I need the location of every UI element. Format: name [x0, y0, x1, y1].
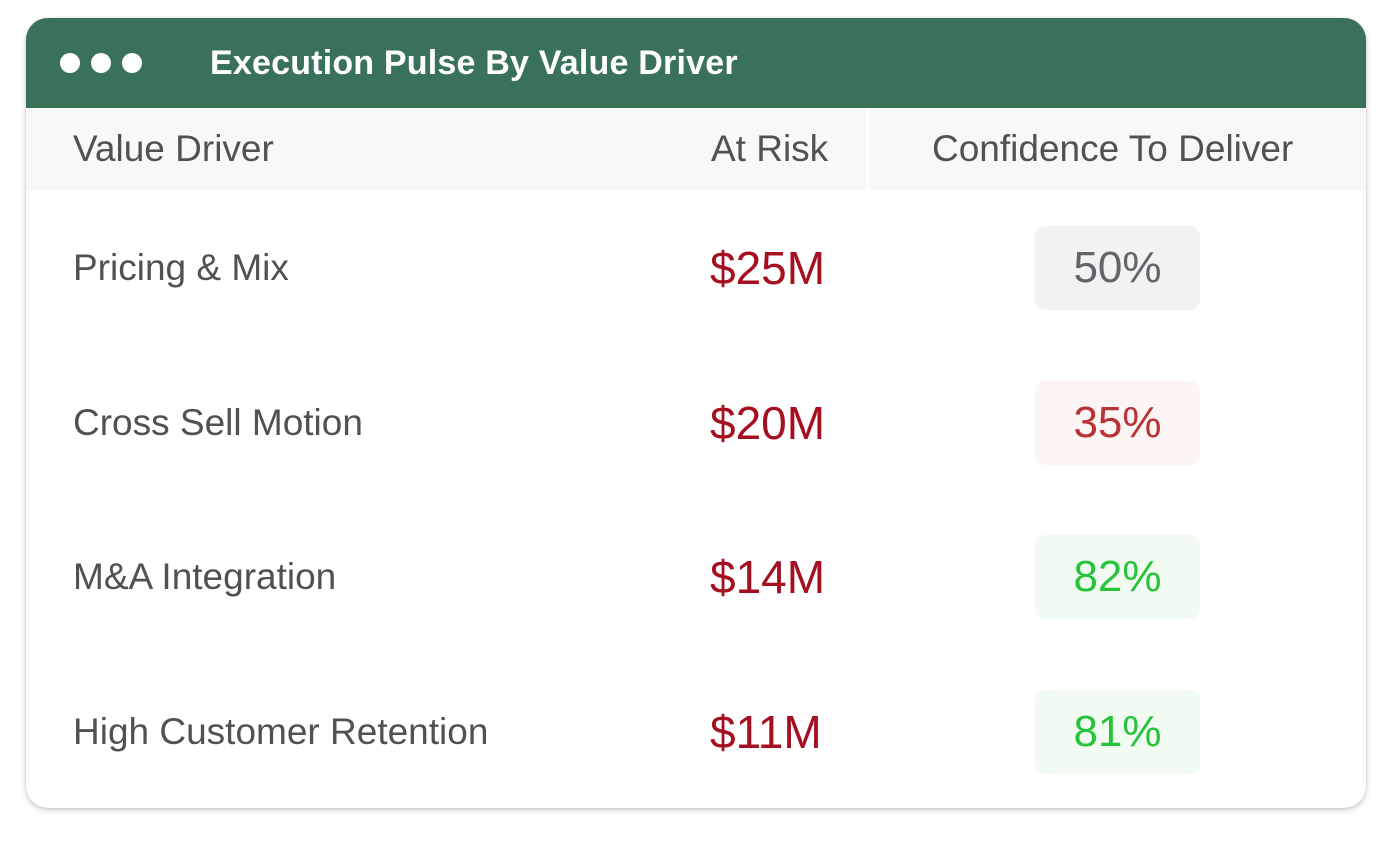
column-header-value-driver: Value Driver: [73, 128, 274, 169]
at-risk-value: $11M: [710, 705, 822, 758]
at-risk-value: $25M: [710, 241, 826, 294]
table-row: Pricing & Mix $25M 50%: [26, 190, 1366, 345]
table-row: Cross Sell Motion $20M 35%: [26, 345, 1366, 500]
column-header-confidence: Confidence To Deliver: [932, 128, 1294, 169]
header-cell-right: [869, 108, 1366, 190]
at-risk-value: $14M: [710, 550, 826, 603]
header-cell-left: [26, 108, 866, 190]
table-row: High Customer Retention $11M 81%: [26, 654, 1366, 808]
column-header-at-risk: At Risk: [711, 128, 829, 169]
window-controls: [60, 53, 142, 73]
at-risk-value: $20M: [710, 396, 826, 449]
value-driver-name: Cross Sell Motion: [73, 401, 363, 443]
confidence-badge: 81%: [1035, 690, 1200, 774]
window-dot-icon[interactable]: [91, 53, 111, 73]
confidence-badge: 82%: [1035, 535, 1200, 619]
confidence-badge: 35%: [1035, 381, 1200, 465]
window-title: Execution Pulse By Value Driver: [210, 44, 738, 82]
confidence-badge: 50%: [1035, 226, 1200, 310]
value-driver-name: M&A Integration: [73, 555, 337, 597]
value-driver-name: Pricing & Mix: [73, 246, 289, 288]
value-driver-name: High Customer Retention: [73, 710, 489, 752]
window-dot-icon[interactable]: [122, 53, 142, 73]
table-row: M&A Integration $14M 82%: [26, 499, 1366, 654]
table-header: Value Driver At Risk Confidence To Deliv…: [26, 108, 1366, 190]
execution-pulse-window: Execution Pulse By Value Driver Value Dr…: [26, 18, 1366, 808]
window-dot-icon[interactable]: [60, 53, 80, 73]
window-titlebar: Execution Pulse By Value Driver: [26, 18, 1366, 108]
